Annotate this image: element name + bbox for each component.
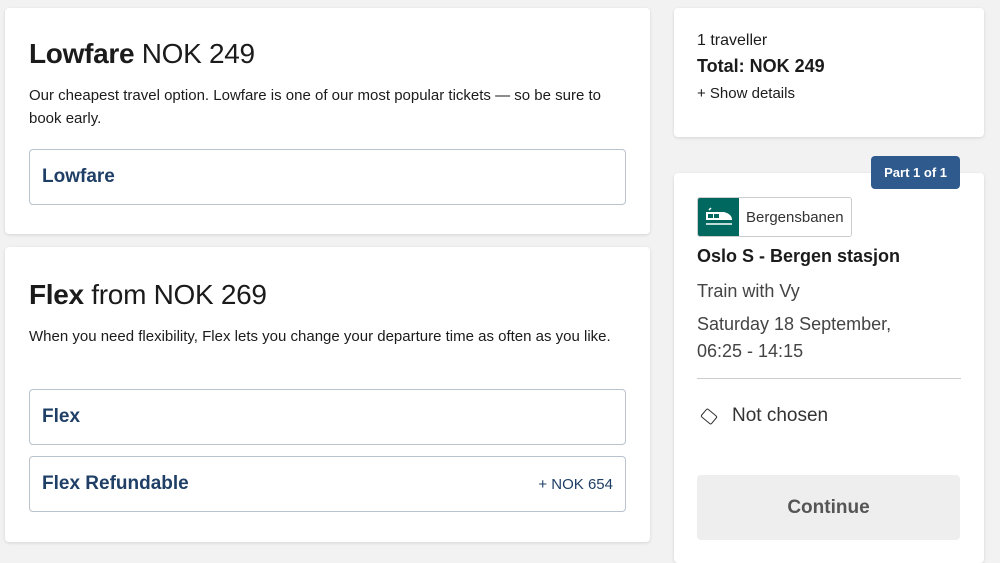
lowfare-title: Lowfare NOK 249 — [29, 38, 255, 69]
show-details-link[interactable]: + Show details — [697, 85, 795, 102]
summary-card: 1 traveller Total: NOK 249 + Show detail… — [674, 8, 984, 137]
lowfare-description: Our cheapest travel option. Lowfare is o… — [29, 87, 601, 127]
departure-time: 06:25 - 14:15 — [697, 341, 804, 361]
line-badge: Bergensbanen — [697, 197, 852, 237]
flex-option[interactable]: Flex — [29, 389, 626, 445]
lowfare-option[interactable]: Lowfare — [29, 149, 626, 205]
departure-date: Saturday 18 September, — [697, 314, 892, 334]
lowfare-card: Lowfare NOK 249 Our cheapest travel opti… — [5, 8, 650, 234]
ticket-status: Not chosen — [697, 405, 961, 427]
ticket-icon — [700, 407, 718, 425]
traveller-count: 1 traveller — [697, 32, 768, 49]
total-price: Total: NOK 249 — [697, 56, 825, 76]
flex-description: When you need flexibility, Flex lets you… — [29, 328, 611, 345]
route: Oslo S - Bergen stasjon — [697, 246, 901, 266]
trip-card: Part 1 of 1 Bergensbanen Oslo S - Bergen… — [674, 156, 984, 563]
part-badge: Part 1 of 1 — [871, 156, 960, 189]
flex-title: Flex from NOK 269 — [29, 279, 267, 310]
flex-refundable-option[interactable]: Flex Refundable + NOK 654 — [29, 456, 626, 512]
continue-button[interactable]: Continue — [697, 475, 960, 540]
train-icon — [698, 198, 739, 236]
flex-refundable-price: + NOK 654 — [538, 475, 613, 493]
flex-card: Flex from NOK 269 When you need flexibil… — [5, 247, 650, 542]
operator: Train with Vy — [697, 281, 800, 301]
divider — [697, 378, 961, 379]
